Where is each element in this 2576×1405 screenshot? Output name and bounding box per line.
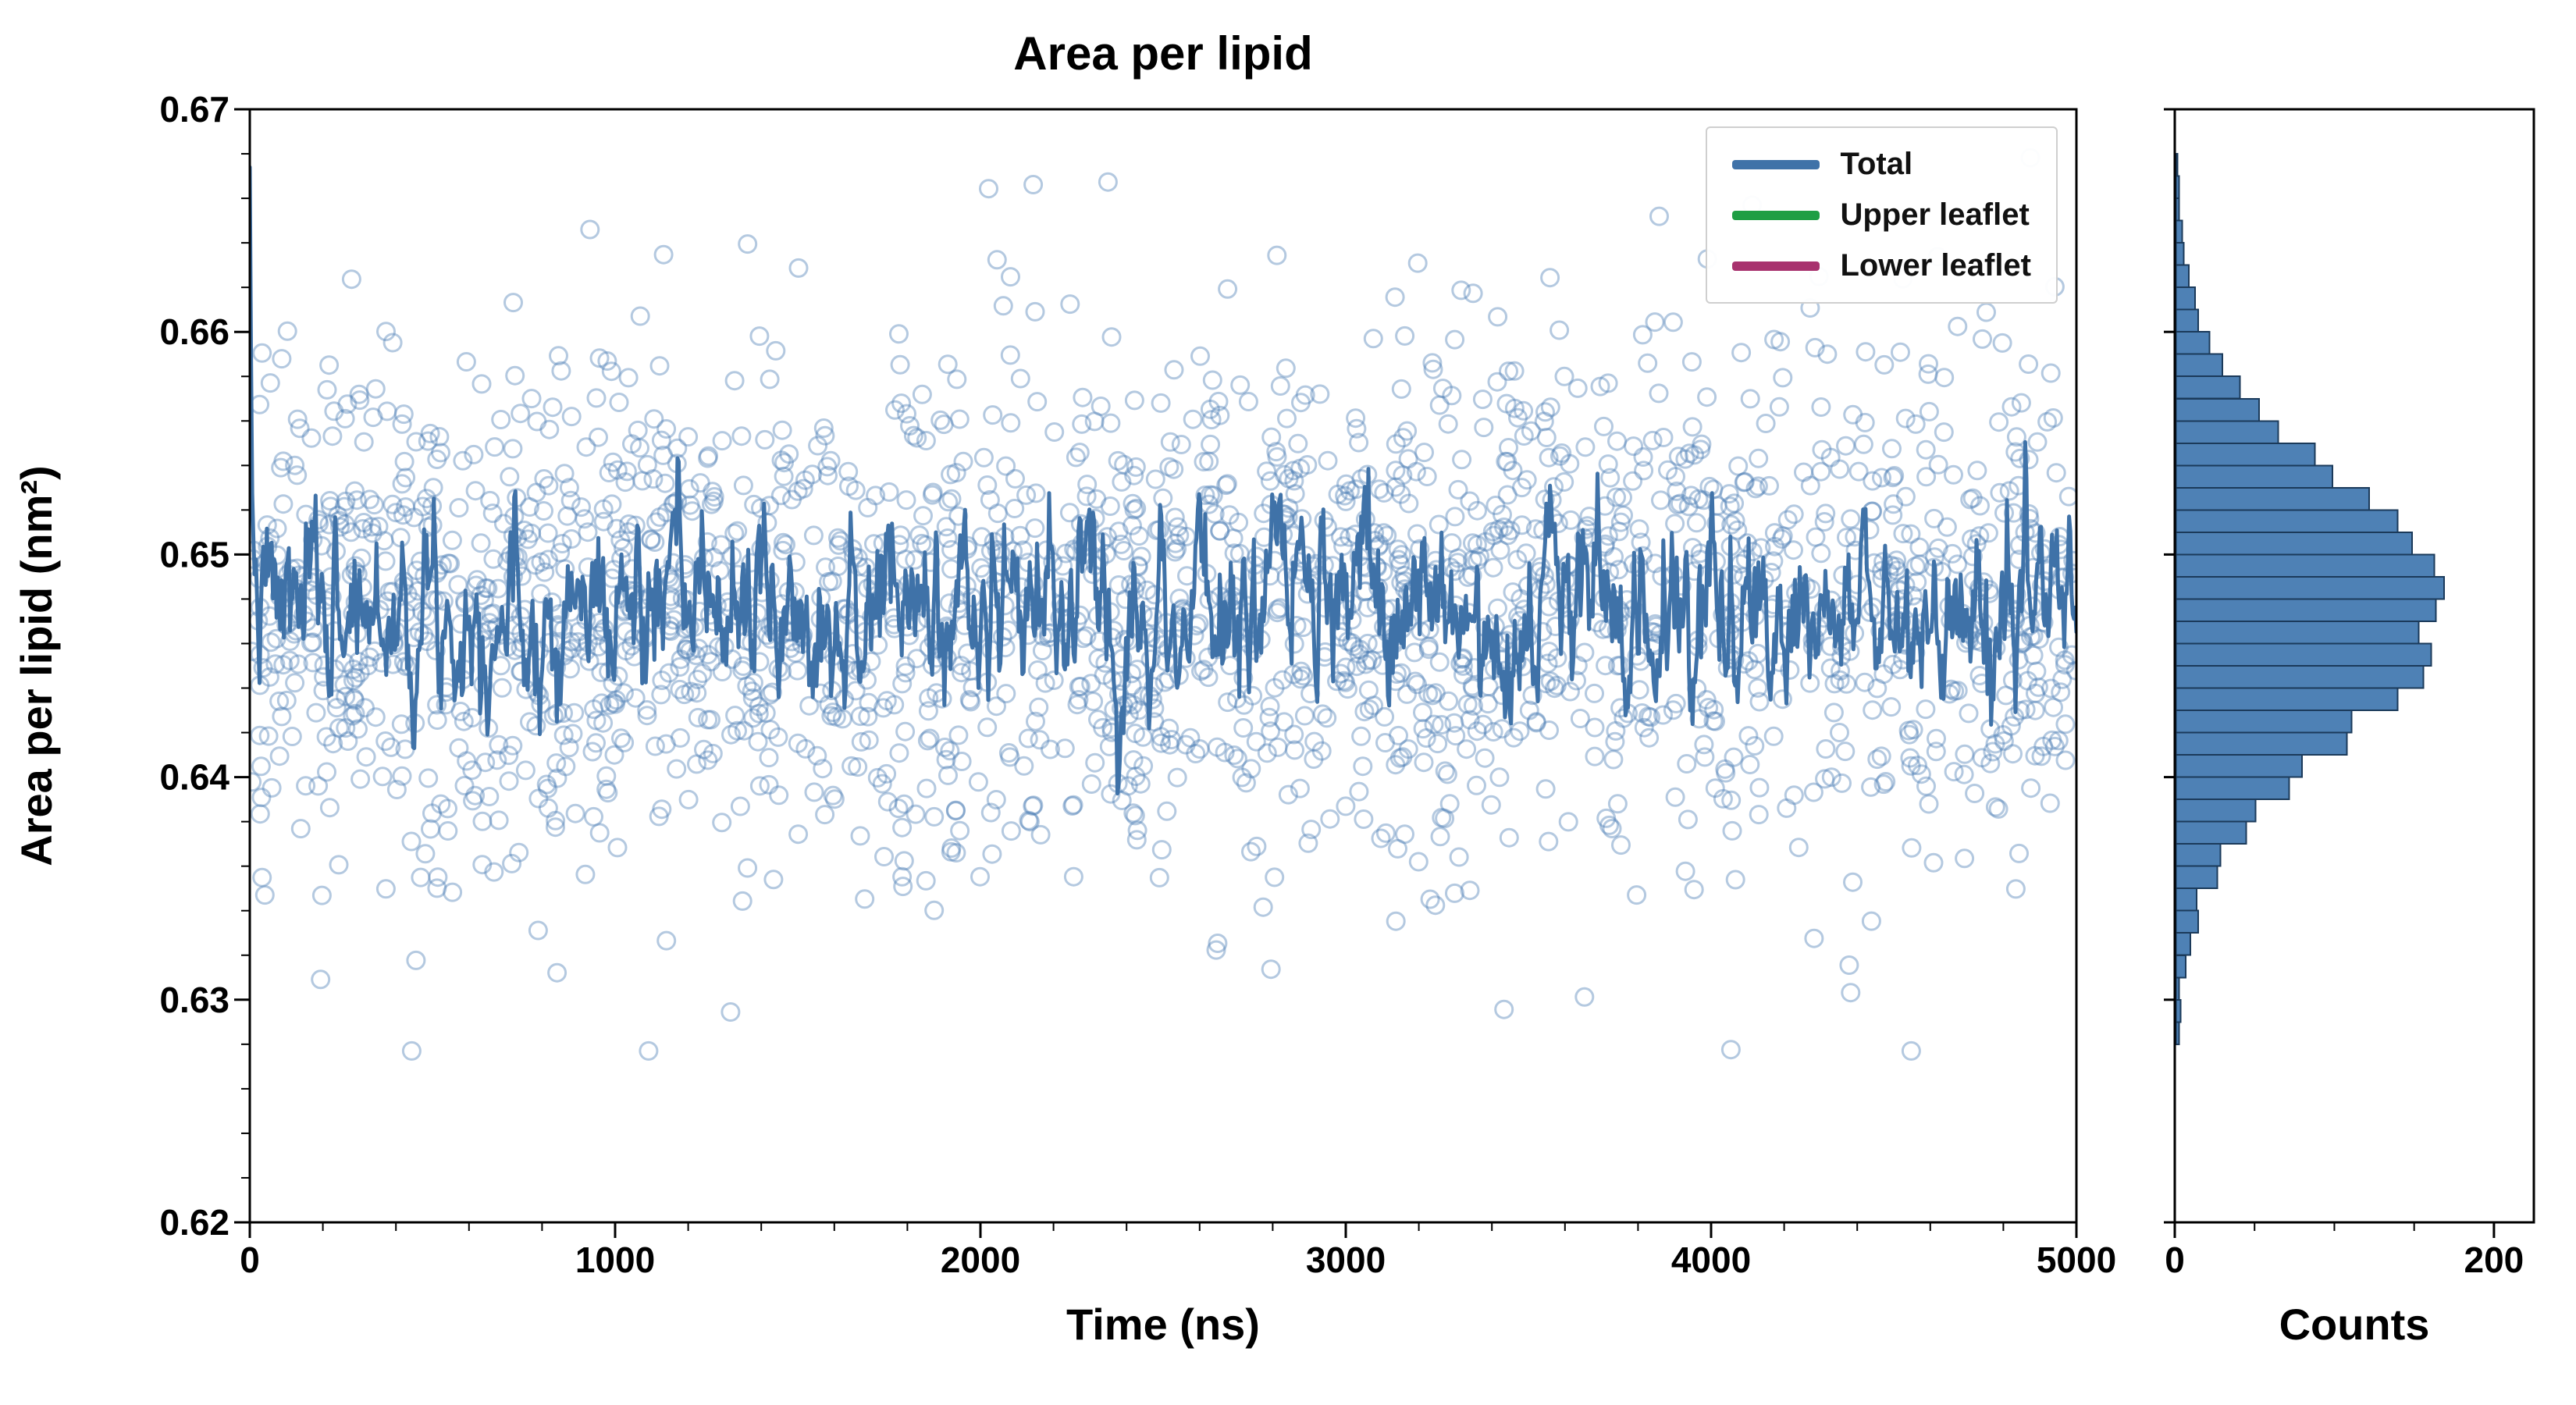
tick-label: 1000 (575, 1240, 655, 1280)
tick-label: 0.64 (159, 757, 229, 798)
histogram-bars (2175, 153, 2445, 1045)
tick-label: 2000 (941, 1240, 1020, 1280)
legend-item-total: Total (1732, 147, 2031, 182)
tick-label: 3000 (1306, 1240, 1386, 1280)
tick-label: 0.63 (159, 980, 229, 1020)
hist-x-axis-label: Counts (2279, 1300, 2430, 1349)
tick-label: 0 (240, 1240, 260, 1280)
tick-label: 4000 (1671, 1240, 1751, 1280)
legend-label-upper-leaflet: Upper leaflet (1840, 197, 2030, 232)
tick-label: 0 (2165, 1240, 2185, 1280)
legend: Total Upper leaflet Lower leaflet (1706, 126, 2058, 304)
tick-label: 0.65 (159, 534, 229, 574)
tick-label: 0.67 (159, 89, 229, 130)
tick-label: 0.62 (159, 1202, 229, 1243)
legend-swatch-upper-leaflet (1732, 210, 1820, 220)
tick-label: 5000 (2037, 1240, 2116, 1280)
x-axis-label: Time (ns) (1066, 1300, 1260, 1349)
tick-label: 200 (2464, 1240, 2524, 1280)
legend-item-lower-leaflet: Lower leaflet (1732, 248, 2031, 283)
total-line (250, 165, 2076, 796)
legend-item-upper-leaflet: Upper leaflet (1732, 197, 2031, 233)
axis-ticks: 0 1000 2000 3000 4000 50000.620.630.640.650.6… (159, 89, 2524, 1280)
y-axis-label: Area per lipid (nm²) (12, 465, 61, 866)
chart-title: Area per lipid (1013, 27, 1313, 80)
legend-swatch-total (1732, 159, 1820, 169)
tick-label: 0.66 (159, 311, 229, 352)
axes-spines (248, 108, 2535, 1224)
legend-swatch-lower-leaflet (1732, 261, 1820, 271)
legend-label-lower-leaflet: Lower leaflet (1840, 248, 2031, 283)
legend-label-total: Total (1840, 147, 1913, 181)
